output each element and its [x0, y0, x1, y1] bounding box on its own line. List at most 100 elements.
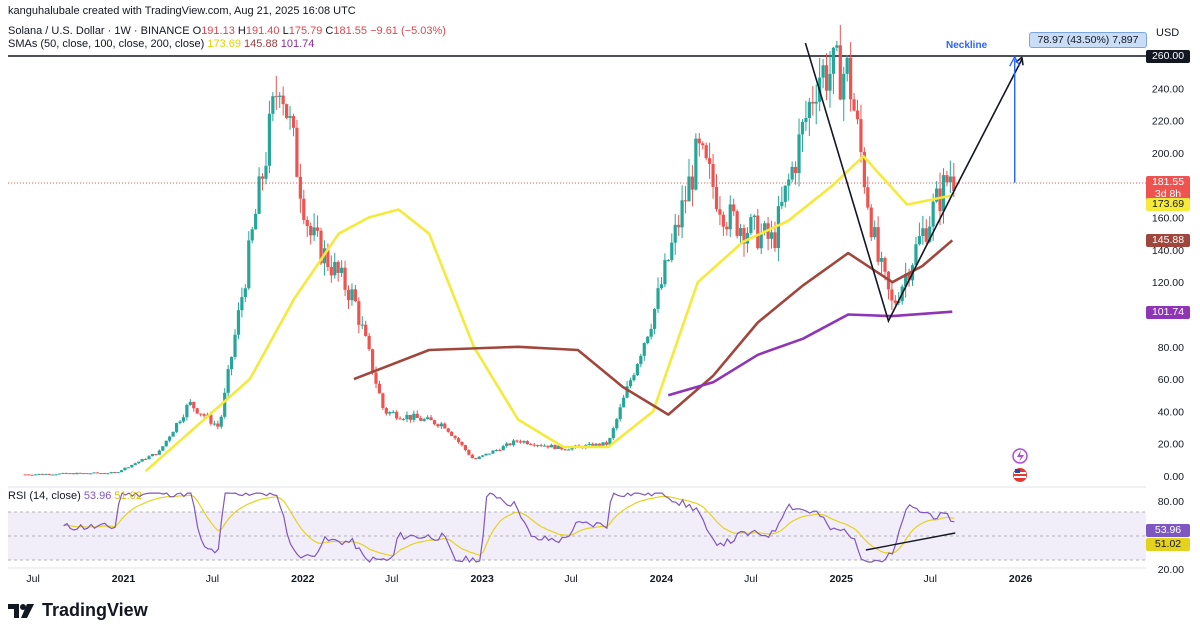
rsi-trendline[interactable] — [865, 532, 956, 551]
candle-body — [828, 73, 832, 91]
candle-body — [690, 176, 695, 190]
level-260-tag: 260.00 — [1146, 50, 1190, 63]
candle-body — [814, 101, 818, 104]
candle-body — [529, 444, 533, 446]
price-tick-label: 200.00 — [1152, 148, 1184, 160]
candle-body — [398, 418, 402, 420]
candle-body — [635, 364, 639, 376]
candle-body — [917, 236, 922, 245]
candle-body — [873, 227, 877, 238]
tradingview-logo[interactable]: TradingView — [8, 600, 148, 621]
sma-line-50[interactable] — [144, 154, 953, 473]
symbol-legend[interactable]: Solana / U.S. Dollar · 1W · BINANCE O191… — [8, 25, 446, 37]
candle-body — [725, 226, 729, 230]
candle-body — [75, 472, 79, 475]
currency-label: USD — [1156, 27, 1180, 39]
candle-body — [95, 472, 100, 474]
candle-body — [869, 207, 873, 238]
candle-body — [364, 324, 368, 337]
candle-body — [216, 423, 220, 427]
price-tick-label: 0.00 — [1164, 471, 1185, 483]
sma200-tag: 101.74 — [1146, 306, 1190, 319]
price-tick-label: 20.00 — [1158, 439, 1184, 451]
candle-body — [460, 441, 464, 446]
sma-line-100[interactable] — [353, 239, 954, 416]
current-price-tag: 181.55 3d 8h — [1146, 176, 1190, 202]
candle-body — [288, 115, 292, 118]
candle-body — [61, 472, 65, 474]
candle-body — [928, 226, 932, 242]
lightning-icon[interactable] — [1012, 448, 1028, 464]
candle-body — [522, 441, 526, 443]
candle-body — [780, 201, 784, 207]
sma-line-200[interactable] — [667, 310, 953, 397]
candle-body — [656, 288, 660, 309]
candle-body — [374, 372, 378, 384]
candle-body — [824, 65, 829, 91]
candle-body — [608, 438, 612, 445]
candle-body — [329, 267, 333, 276]
sma100-value: 145.88 — [244, 38, 278, 50]
candle-body — [419, 418, 423, 421]
measure-label[interactable]: 78.97 (43.50%) 7,897 — [1029, 32, 1147, 48]
v-pattern-drawing[interactable] — [804, 42, 1023, 324]
candle-body — [68, 473, 72, 475]
change-value: −9.61 (−5.03%) — [370, 25, 446, 37]
candle-body — [147, 456, 151, 460]
candle-body — [821, 65, 825, 78]
candle-body — [267, 113, 272, 166]
candle-body — [536, 445, 540, 447]
price-axis[interactable]: 240.00220.00200.00160.00140.00120.00100.… — [1152, 83, 1184, 576]
candle-body — [594, 443, 598, 447]
candle-body — [952, 176, 956, 192]
candle-body — [137, 461, 141, 464]
neckline-label[interactable]: Neckline — [946, 40, 988, 51]
candle-body — [405, 414, 409, 420]
candle-body — [852, 99, 856, 111]
candle-body — [58, 473, 62, 475]
candle-body — [429, 417, 433, 421]
candle-body — [938, 188, 942, 212]
candle-body — [285, 104, 289, 118]
candle-body — [570, 447, 574, 450]
rsi-ma-line[interactable] — [63, 494, 955, 556]
candle-body — [945, 175, 949, 183]
candle-body — [181, 417, 186, 422]
rsi-tick-label: 80.00 — [1158, 496, 1184, 508]
sma200-value: 101.74 — [280, 38, 315, 50]
candle-body — [687, 176, 691, 202]
candle-body — [862, 152, 866, 188]
time-tick-label: Jul — [564, 573, 577, 585]
candle-body — [164, 440, 168, 447]
candle-body — [150, 454, 155, 457]
rsi-legend[interactable]: RSI (14, close) 53.96 51.02 — [8, 490, 142, 502]
candle-body — [477, 456, 481, 459]
candle-body — [776, 206, 780, 248]
sma-legend[interactable]: SMAs (50, close, 100, close, 200, close)… — [8, 38, 314, 50]
candle-body — [370, 349, 375, 373]
candle-body — [412, 413, 416, 420]
us-flag-icon[interactable] — [1013, 468, 1027, 482]
candle-body — [498, 449, 502, 451]
candle-body — [563, 449, 567, 451]
candle-body — [508, 443, 512, 446]
candle-body — [470, 454, 474, 459]
candle-body — [377, 383, 382, 394]
rsi-line[interactable] — [63, 492, 955, 564]
time-tick-label: Jul — [206, 573, 219, 585]
high-value: 191.40 — [245, 25, 280, 37]
time-tick-label: 2022 — [291, 573, 315, 585]
candle-body — [628, 380, 633, 387]
candle-body — [807, 101, 811, 118]
candle-body — [171, 431, 175, 437]
candle-body — [859, 119, 863, 153]
low-value: 175.79 — [288, 25, 323, 37]
candle-body — [494, 449, 498, 451]
candle-body — [44, 473, 48, 475]
candle-body — [587, 443, 591, 446]
candle-body — [663, 260, 667, 285]
candle-body — [439, 423, 443, 427]
candle-body — [553, 444, 557, 449]
time-axis[interactable]: Jul 2021 Jul 2022 Jul 2023 Jul 2024 Jul 2025 Jul 20… — [26, 573, 1032, 585]
